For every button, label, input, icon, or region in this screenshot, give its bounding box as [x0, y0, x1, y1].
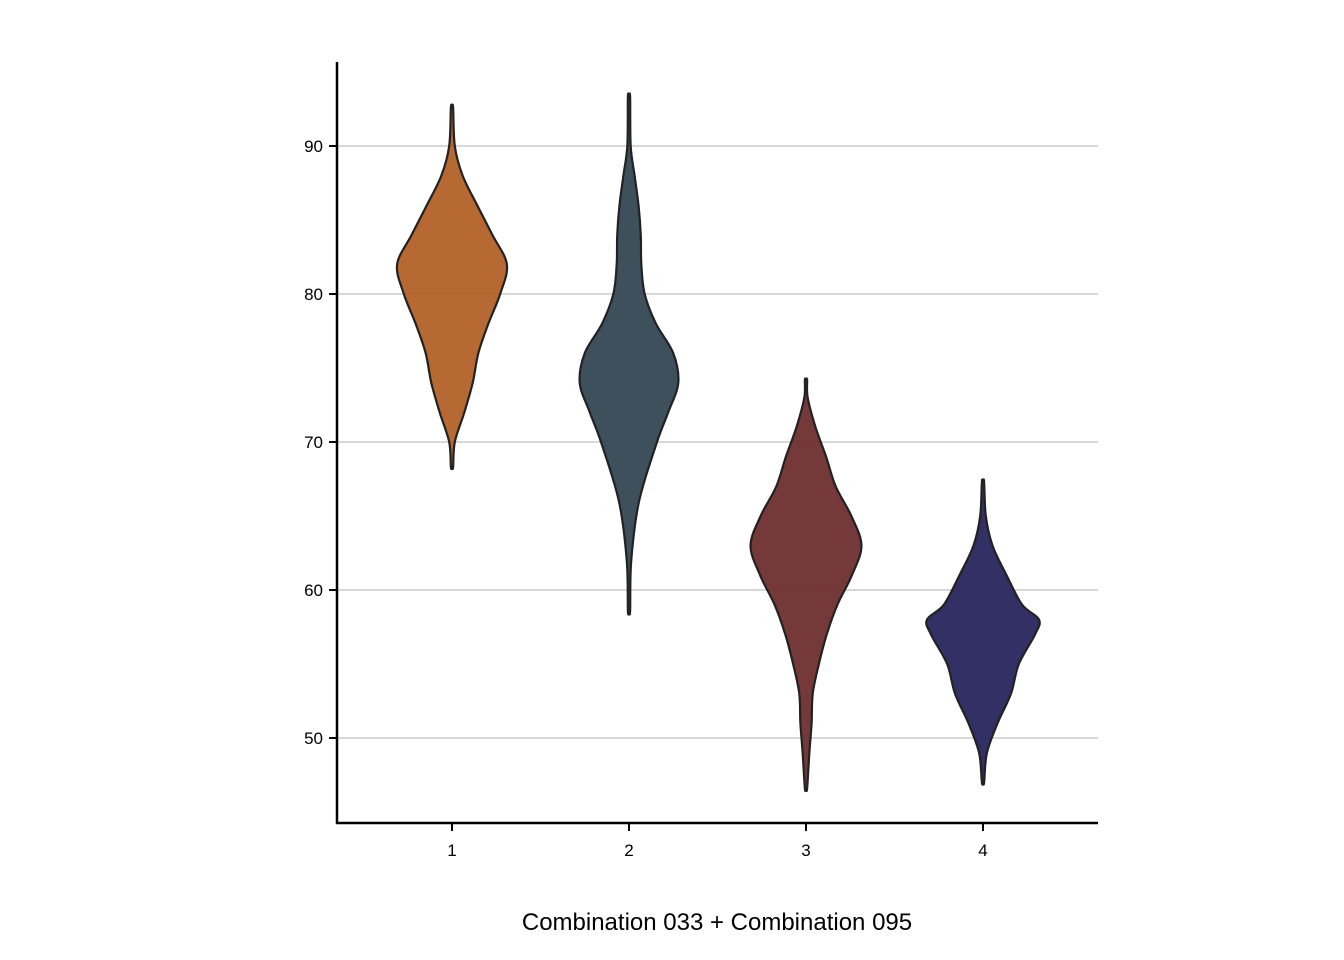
y-tick-label-80: 80: [304, 285, 323, 304]
violin-3: [749, 377, 863, 793]
violin-2: [578, 92, 680, 616]
y-tick-label-90: 90: [304, 137, 323, 156]
violins: [395, 92, 1041, 793]
y-tick-label-50: 50: [304, 729, 323, 748]
violin-4: [925, 478, 1041, 786]
x-tick-label-3: 3: [801, 841, 810, 860]
x-tick-label-1: 1: [447, 841, 456, 860]
x-tick-label-4: 4: [978, 841, 987, 860]
x-ticks: 1 2 3 4: [447, 823, 988, 860]
y-tick-label-70: 70: [304, 433, 323, 452]
y-ticks: 50 60 70 80 90: [304, 137, 337, 748]
y-tick-label-60: 60: [304, 581, 323, 600]
x-axis-title: Combination 033 + Combination 095: [522, 909, 912, 936]
violin-1: [395, 103, 509, 471]
x-tick-label-2: 2: [624, 841, 633, 860]
